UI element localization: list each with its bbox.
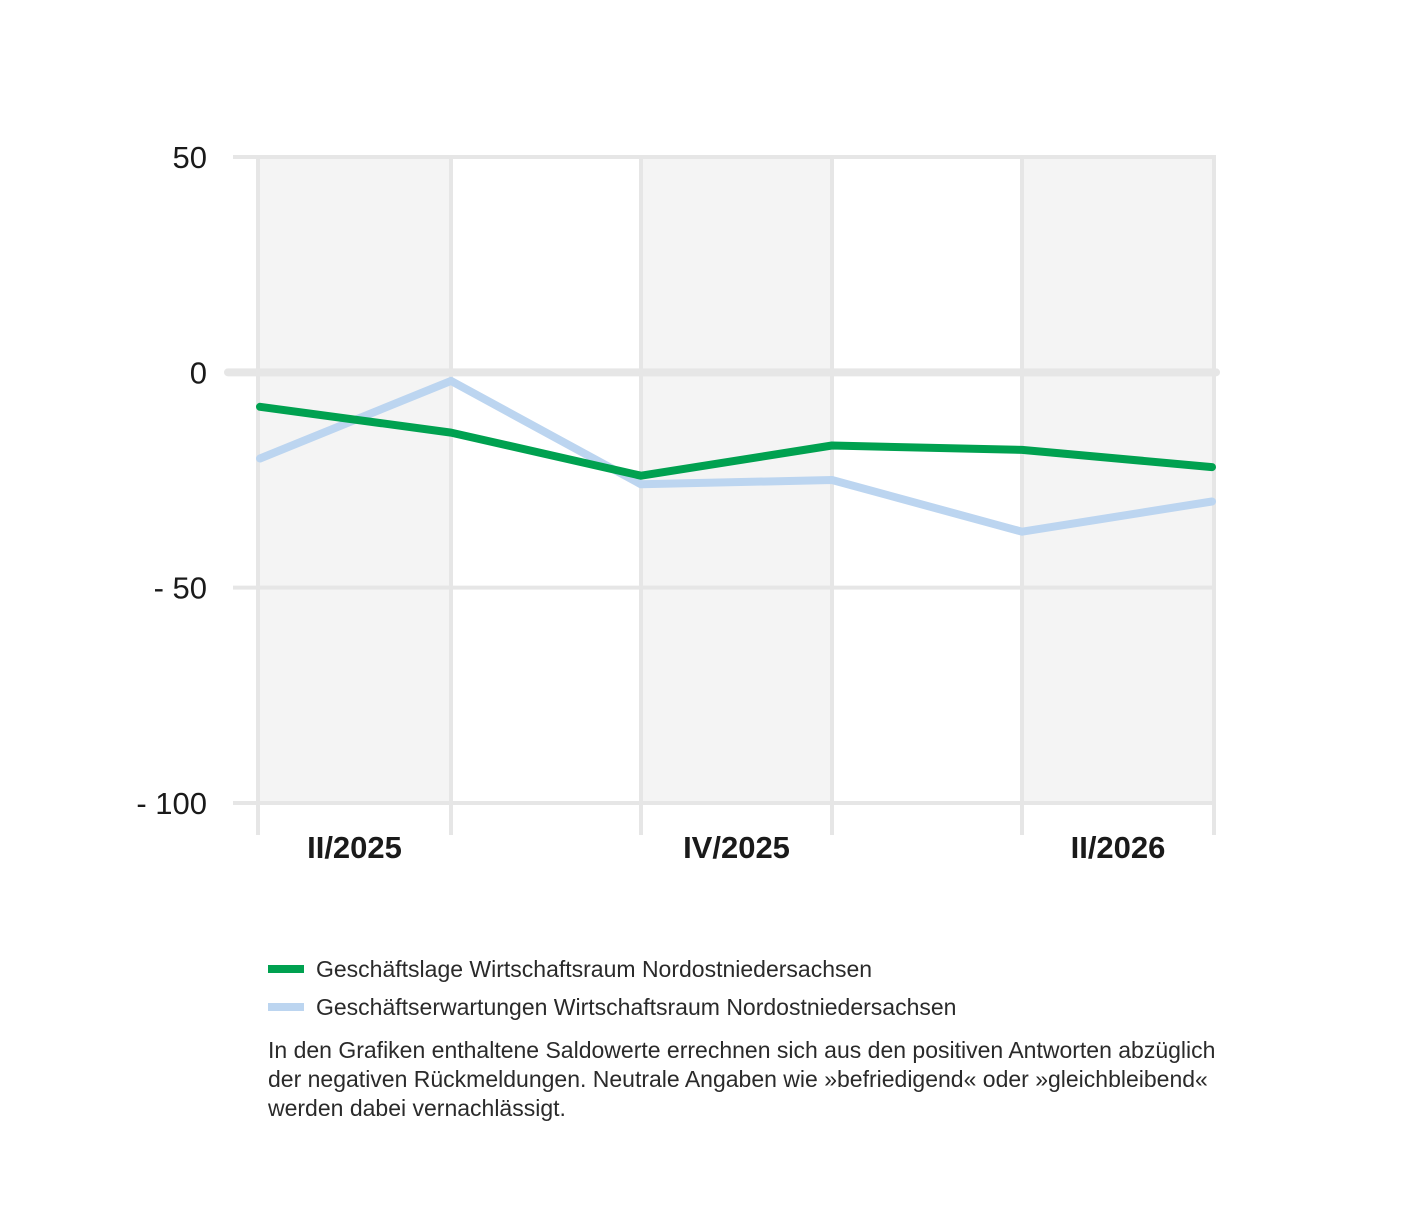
series-line-geschaeftslage — [256, 402, 1216, 480]
line-chart: 50 0 - 50 - 100 II/2025 IV/2025 II/2026 — [136, 140, 1220, 865]
x-tick-label: II/2025 — [307, 830, 402, 865]
gridlines — [224, 155, 1220, 835]
legend-swatch-geschaeftserwartungen — [268, 1003, 304, 1011]
series-line-geschaeftserwartungen — [256, 376, 1216, 536]
y-tick-label: 0 — [190, 355, 207, 390]
footnote: In den Grafiken enthaltene Saldowerte er… — [268, 1037, 1216, 1121]
y-tick-label: - 100 — [136, 786, 207, 821]
x-tick-label: IV/2025 — [683, 830, 790, 865]
column-band — [258, 157, 451, 803]
column-band — [1022, 157, 1214, 803]
legend-item-geschaeftslage: Geschäftslage Wirtschaftsraum Nordostnie… — [268, 950, 1248, 988]
series-lines — [256, 376, 1216, 536]
x-axis-labels: II/2025 IV/2025 II/2026 — [307, 830, 1165, 865]
y-axis-labels: 50 0 - 50 - 100 — [136, 140, 207, 821]
legend-label-geschaeftserwartungen: Geschäftserwartungen Wirtschaftsraum Nor… — [316, 993, 957, 1020]
y-tick-label: - 50 — [154, 571, 207, 606]
legend: Geschäftslage Wirtschaftsraum Nordostnie… — [268, 950, 1248, 1123]
legend-item-geschaeftserwartungen: Geschäftserwartungen Wirtschaftsraum Nor… — [268, 988, 1248, 1026]
x-tick-label: II/2026 — [1071, 830, 1166, 865]
legend-label-geschaeftslage: Geschäftslage Wirtschaftsraum Nordostnie… — [316, 955, 873, 982]
legend-swatch-geschaeftslage — [268, 965, 304, 973]
y-tick-label: 50 — [173, 140, 207, 175]
